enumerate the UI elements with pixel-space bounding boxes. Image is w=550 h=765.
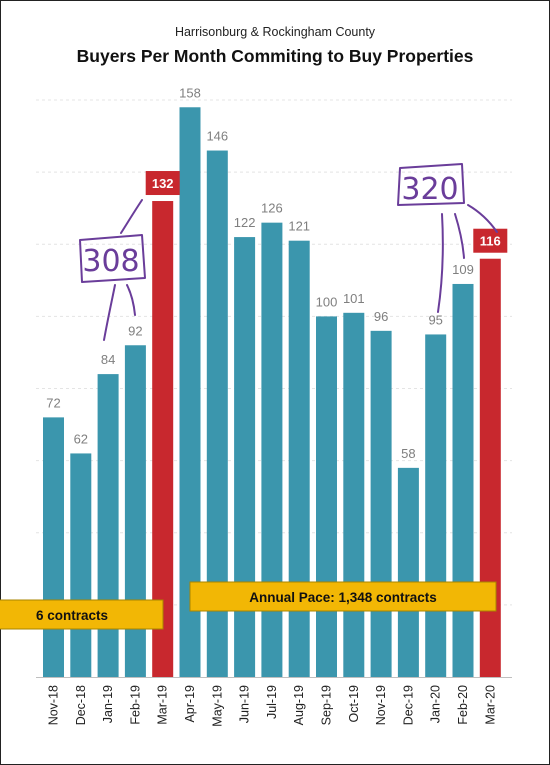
- bar-sep-19: [316, 316, 337, 677]
- callout-left-box: [0, 599, 164, 630]
- bar-jan-19: [97, 374, 119, 677]
- value-badge-mar-20: [473, 228, 508, 253]
- bar-jun-19: [234, 237, 256, 678]
- chart-title: Buyers Per Month Commiting to Buy Proper…: [76, 46, 474, 66]
- value-label-oct-19: 101: [343, 291, 365, 306]
- value-label-jul-19: 126: [261, 201, 283, 216]
- bar-feb-19: [124, 345, 146, 677]
- value-label-dec-19: 58: [401, 446, 415, 461]
- handwritten-left-box: [79, 234, 146, 283]
- callout-right-box: [189, 581, 497, 612]
- callout-left: 6 contracts: [0, 599, 164, 630]
- bar-oct-19: [343, 312, 365, 677]
- bar-mar-19: [152, 201, 174, 677]
- value-labels: 72 62 84 92 132 158 146 122 126 121 100 101 96 58 95 10…: [46, 85, 508, 461]
- handwritten-left: 308: [79, 199, 146, 341]
- x-tick-may-19: May-19: [210, 685, 224, 727]
- callout-right: Annual Pace: 1,348 contracts: [189, 581, 497, 612]
- x-tick-sep-19: Sep-19: [320, 685, 334, 725]
- x-tick-apr-19: Apr-19: [183, 685, 197, 723]
- pointer-to-feb-19: [126, 284, 136, 316]
- x-tick-labels: Nov-18 Dec-18 Jan-19 Feb-19 Mar-19 Apr-19 May-…: [47, 685, 498, 727]
- handwritten-right-number: 320: [401, 172, 458, 207]
- x-tick-dec-19: Dec-19: [401, 685, 415, 725]
- value-label-jun-19: 122: [234, 215, 256, 230]
- bar-apr-19: [179, 107, 201, 678]
- x-tick-oct-19: Oct-19: [347, 685, 361, 723]
- pointer-to-mar-20: [467, 204, 498, 233]
- bar-nov-19: [370, 330, 392, 677]
- x-tick-jan-20: Jan-20: [429, 685, 443, 723]
- bar-jul-19: [261, 222, 283, 678]
- callout-left-text: 6 contracts: [36, 608, 108, 623]
- value-label-mar-19: 132: [152, 176, 174, 191]
- x-tick-jul-19: Jul-19: [265, 685, 279, 719]
- value-label-mar-20: 116: [480, 234, 501, 249]
- x-tick-mar-20: Mar-20: [483, 685, 497, 725]
- value-label-aug-19: 121: [288, 219, 310, 234]
- bar-nov-18: [43, 417, 64, 677]
- value-label-sep-19: 100: [316, 294, 338, 309]
- x-tick-jan-19: Jan-19: [101, 685, 115, 723]
- pointer-to-jan-19: [103, 284, 116, 341]
- x-tick-dec-18: Dec-18: [74, 685, 88, 725]
- x-tick-nov-18: Nov-18: [47, 685, 61, 725]
- value-label-dec-18: 62: [74, 431, 88, 446]
- value-label-feb-20: 109: [452, 262, 474, 277]
- bar-dec-18: [70, 453, 92, 677]
- bar-jan-20: [425, 334, 447, 677]
- value-label-apr-19: 158: [179, 85, 201, 100]
- bar-may-19: [206, 150, 228, 677]
- x-tick-mar-19: Mar-19: [156, 685, 170, 725]
- value-label-nov-18: 72: [46, 395, 60, 410]
- x-tick-aug-19: Aug-19: [292, 685, 306, 725]
- pointer-to-jan-20: [437, 213, 444, 313]
- handwritten-left-number: 308: [82, 244, 139, 279]
- chart-subtitle: Harrisonburg & Rockingham County: [174, 25, 376, 39]
- value-label-jan-20: 95: [428, 312, 442, 327]
- bar-dec-19: [397, 467, 419, 677]
- x-tick-feb-19: Feb-19: [128, 685, 142, 725]
- bar-aug-19: [288, 240, 310, 677]
- value-label-jan-19: 84: [101, 352, 115, 367]
- pointer-to-feb-20: [454, 213, 465, 259]
- bar-mar-20: [479, 258, 501, 677]
- bar-feb-20: [452, 283, 474, 677]
- pointer-to-mar-19: [120, 199, 143, 234]
- x-tick-jun-19: Jun-19: [238, 685, 252, 723]
- x-tick-feb-20: Feb-20: [456, 685, 470, 725]
- handwritten-right-box: [397, 163, 465, 206]
- handwritten-right: 320: [397, 163, 498, 313]
- value-label-may-19: 146: [206, 129, 228, 144]
- value-label-nov-19: 96: [374, 309, 388, 324]
- value-label-feb-19: 92: [128, 323, 142, 338]
- callout-right-text: Annual Pace: 1,348 contracts: [249, 590, 437, 605]
- x-tick-nov-19: Nov-19: [374, 685, 388, 725]
- value-badge-mar-19: [145, 171, 180, 196]
